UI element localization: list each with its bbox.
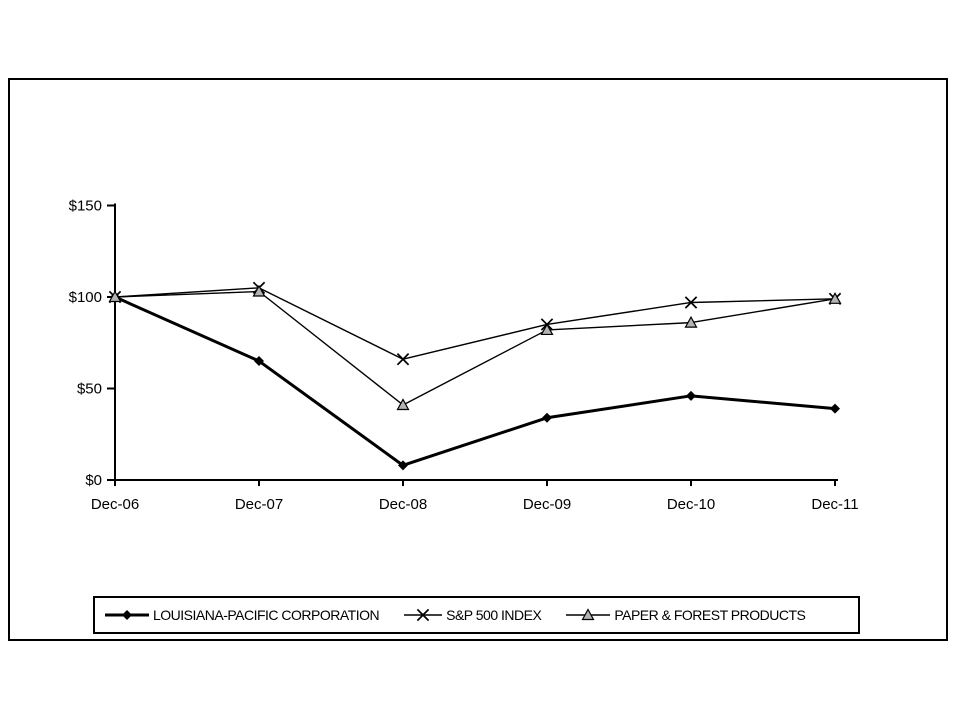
- triangle-marker-icon: [566, 608, 611, 621]
- legend-label: LOUISIANA-PACIFIC CORPORATION: [153, 607, 380, 623]
- x-tick-label: Dec-08: [379, 496, 427, 513]
- diamond-marker-icon: [830, 403, 840, 414]
- x-tick-label: Dec-11: [811, 496, 858, 513]
- series-line: [114, 295, 836, 467]
- series-line: [114, 290, 836, 406]
- diamond-marker-icon: [122, 610, 132, 620]
- legend-item-louisiana-pacific: LOUISIANA-PACIFIC CORPORATION: [104, 607, 380, 623]
- legend-label: PAPER & FOREST PRODUCTS: [614, 607, 806, 623]
- chart-frame: [8, 78, 948, 641]
- chart-legend: LOUISIANA-PACIFIC CORPORATION S&P 500 IN…: [93, 596, 860, 634]
- x-marker-icon: [396, 353, 410, 366]
- x-marker-icon: [416, 608, 430, 622]
- triangle-marker-icon: [684, 315, 698, 328]
- diamond-marker-icon: [686, 390, 696, 401]
- axes: [107, 203, 838, 486]
- x-tick-label: Dec-10: [667, 496, 715, 513]
- triangle-marker-icon: [581, 608, 595, 621]
- diamond-marker-icon: [398, 460, 408, 471]
- x-tick-label: Dec-09: [523, 496, 571, 513]
- legend-item-paper-forest: PAPER & FOREST PRODUCTS: [565, 607, 806, 623]
- triangle-marker-icon: [828, 292, 842, 304]
- series-line: [114, 287, 836, 360]
- triangle-marker-icon: [396, 398, 410, 411]
- x-marker-icon: [404, 608, 443, 622]
- y-tick-label: $100: [69, 289, 102, 306]
- diamond-marker-icon: [105, 610, 149, 620]
- x-tick-label: Dec-06: [91, 496, 139, 513]
- x-tick-label: Dec-07: [235, 496, 283, 513]
- y-tick-label: $0: [85, 472, 102, 489]
- diamond-marker-icon: [542, 412, 552, 423]
- legend-item-sp500: S&P 500 INDEX: [403, 607, 542, 623]
- y-tick-label: $150: [69, 198, 102, 215]
- y-tick-label: $50: [77, 381, 102, 398]
- triangle-marker-icon: [540, 323, 554, 336]
- diamond-marker-icon: [254, 356, 264, 367]
- triangle-marker-icon: [252, 284, 266, 297]
- x-marker-icon: [684, 296, 698, 309]
- triangle-marker-icon: [108, 290, 122, 303]
- legend-label: S&P 500 INDEX: [446, 607, 542, 623]
